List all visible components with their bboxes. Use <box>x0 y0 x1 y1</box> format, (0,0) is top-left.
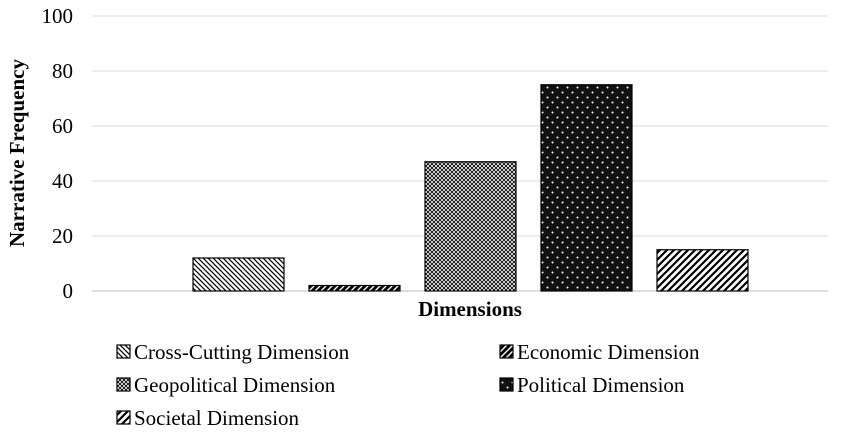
legend-swatch <box>116 410 131 425</box>
y-tick-label: 0 <box>63 279 74 303</box>
legend-label: Cross-Cutting Dimension <box>134 340 350 364</box>
bar-geopolitical-dimension <box>424 161 517 292</box>
legend-swatch <box>116 377 131 392</box>
legend-label: Economic Dimension <box>517 340 700 364</box>
y-tick-label: 20 <box>52 224 73 248</box>
y-axis-ticks: 0 20 40 60 80 100 <box>42 4 74 303</box>
bar-cross-cutting-dimension <box>192 257 285 292</box>
y-tick-label: 40 <box>52 169 73 193</box>
legend-swatch <box>499 344 514 359</box>
y-tick-label: 100 <box>42 4 74 28</box>
bar-societal-dimension <box>656 249 749 292</box>
bar-economic-dimension <box>308 284 401 292</box>
bars <box>192 84 749 292</box>
legend-swatch <box>116 344 131 359</box>
legend-label: Political Dimension <box>517 373 685 397</box>
bar-political-dimension <box>540 84 633 292</box>
legend: Cross-Cutting Dimension Economic Dimensio… <box>116 340 700 430</box>
legend-label: Societal Dimension <box>134 406 300 430</box>
legend-label: Geopolitical Dimension <box>134 373 336 397</box>
legend-swatch <box>499 377 514 392</box>
y-tick-label: 60 <box>52 114 73 138</box>
y-tick-label: 80 <box>52 59 73 83</box>
x-axis-title: Dimensions <box>418 297 522 321</box>
y-axis-title: Narrative Frequency <box>5 59 29 247</box>
